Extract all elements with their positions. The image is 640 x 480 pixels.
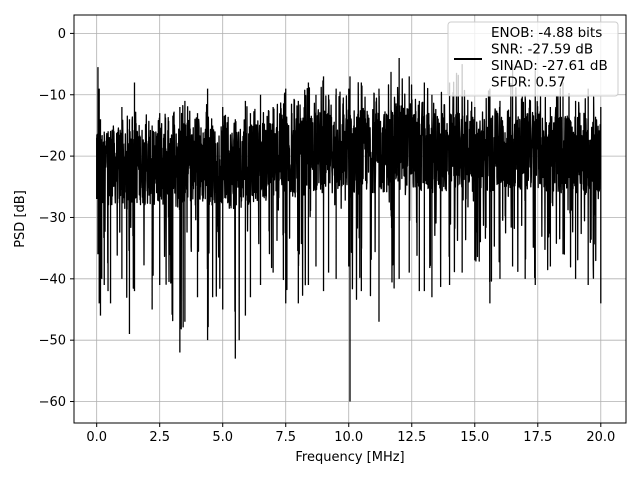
x-tick-label: 12.5 bbox=[397, 430, 426, 445]
legend: ENOB: -4.88 bits SNR: -27.59 dB SINAD: -… bbox=[447, 21, 619, 97]
y-tick-label: −60 bbox=[39, 395, 66, 410]
y-tick-label: −20 bbox=[39, 150, 66, 165]
x-tick-label: 7.5 bbox=[275, 430, 296, 445]
y-tick-label: −50 bbox=[39, 334, 66, 349]
y-tick-label: −10 bbox=[39, 88, 66, 103]
legend-sinad: SINAD: -27.61 dB bbox=[491, 58, 608, 74]
legend-sfdr: SFDR: 0.57 bbox=[491, 75, 566, 91]
x-axis-ticks: 0.0 2.5 5.0 7.5 10.0 12.5 15.0 17.5 20.0 bbox=[86, 423, 615, 445]
y-axis-label: PSD [dB] bbox=[13, 190, 28, 248]
y-tick-label: −40 bbox=[39, 272, 66, 287]
x-tick-label: 5.0 bbox=[212, 430, 233, 445]
x-tick-label: 20.0 bbox=[586, 430, 615, 445]
x-axis-label: Frequency [MHz] bbox=[295, 450, 404, 465]
x-tick-label: 10.0 bbox=[334, 430, 363, 445]
legend-snr: SNR: -27.59 dB bbox=[491, 42, 593, 58]
psd-line bbox=[96, 57, 602, 402]
legend-enob: ENOB: -4.88 bits bbox=[491, 25, 602, 41]
legend-box bbox=[447, 21, 619, 97]
psd-series bbox=[96, 57, 602, 402]
axes-frame bbox=[73, 14, 627, 424]
x-tick-label: 2.5 bbox=[149, 430, 170, 445]
x-tick-label: 0.0 bbox=[86, 430, 107, 445]
y-tick-label: −30 bbox=[39, 211, 66, 226]
x-tick-label: 15.0 bbox=[460, 430, 489, 445]
y-axis-ticks: 0 −10 −20 −30 −40 −50 −60 bbox=[39, 27, 74, 410]
y-tick-label: 0 bbox=[58, 27, 66, 42]
x-tick-label: 17.5 bbox=[523, 430, 552, 445]
